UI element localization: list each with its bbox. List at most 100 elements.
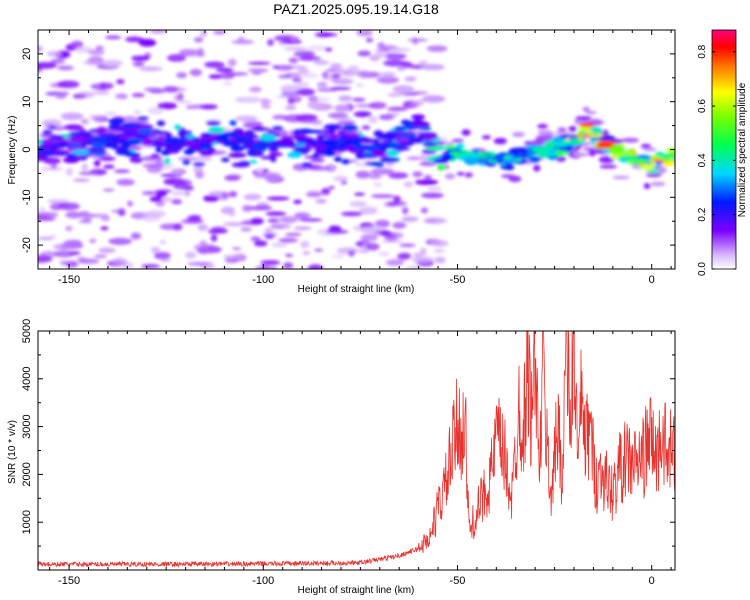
x-tick-label: 0 <box>649 274 655 286</box>
heat-cell <box>382 233 394 237</box>
colorbar-tick-label: 0.2 <box>697 207 708 221</box>
heat-cell <box>283 262 294 269</box>
heat-cell <box>361 125 371 130</box>
y-tick-label: 3000 <box>21 414 33 438</box>
heat-cell <box>584 130 592 134</box>
heat-cell <box>621 137 640 143</box>
heat-cell <box>269 223 291 230</box>
heat-cell <box>433 219 448 223</box>
heat-cell <box>247 61 271 65</box>
heat-cell <box>58 202 80 211</box>
heat-cell <box>295 147 312 152</box>
heat-cell <box>228 140 246 145</box>
heat-cell <box>137 128 155 134</box>
heat-cell <box>413 252 423 258</box>
heat-cell <box>278 74 293 79</box>
heat-cell <box>235 115 258 122</box>
heat-cell <box>643 147 657 152</box>
heat-cell <box>356 83 364 88</box>
heat-cell <box>334 104 351 112</box>
heat-cell <box>396 66 406 71</box>
heat-cell <box>228 191 238 198</box>
heat-cell <box>589 133 596 138</box>
heat-cell <box>54 249 75 258</box>
heat-cell <box>343 140 352 145</box>
heat-cell <box>240 227 252 232</box>
heat-cell <box>369 101 387 110</box>
heat-cell <box>386 142 400 147</box>
heat-cell <box>142 163 165 168</box>
x-tick-label: -50 <box>450 274 466 286</box>
heat-cell <box>256 167 264 174</box>
heat-cell <box>87 213 110 218</box>
heat-cell <box>159 197 173 203</box>
heat-cell <box>213 30 226 35</box>
heat-cell <box>112 138 129 144</box>
heat-cell <box>358 70 371 78</box>
heat-cell <box>141 264 161 269</box>
heat-cell <box>443 145 458 150</box>
heat-cell <box>314 248 324 252</box>
heat-cell <box>156 120 166 127</box>
heat-cell <box>242 205 253 212</box>
heat-cell <box>427 187 442 191</box>
heat-cell <box>330 86 352 91</box>
heat-cell <box>399 243 416 248</box>
heat-cell <box>94 254 107 258</box>
snr-ticks: -150 -100 -50 0 1000 2000 3000 4000 5000 <box>21 319 675 587</box>
heat-cell <box>537 129 552 135</box>
heat-cell <box>165 141 185 146</box>
heat-cell <box>344 132 361 137</box>
heat-cell <box>341 159 350 165</box>
heat-cell <box>198 143 213 149</box>
heat-cell <box>189 68 202 77</box>
heat-cell <box>243 121 263 129</box>
heat-cell <box>216 67 234 73</box>
heat-cell <box>231 162 251 168</box>
heat-cell <box>388 200 407 207</box>
heat-cell <box>371 149 384 157</box>
heat-cell <box>582 107 590 112</box>
heat-cell <box>285 253 294 258</box>
heat-cell <box>149 30 167 34</box>
heat-cell <box>300 241 310 249</box>
heat-cell <box>197 224 209 231</box>
y-tick-label: 4000 <box>21 367 33 391</box>
heat-cell <box>387 157 401 162</box>
heat-cell <box>292 76 302 83</box>
heat-cell <box>139 66 163 72</box>
heat-cell <box>116 178 135 186</box>
heat-cell <box>293 226 312 231</box>
heat-cell <box>180 219 205 224</box>
colorbar-ticks: 0.0 0.2 0.4 0.6 0.8 <box>697 44 736 276</box>
y-tick-label: 5000 <box>21 319 33 343</box>
heat-cell <box>267 38 274 47</box>
heat-cell <box>355 170 371 179</box>
heat-cell <box>50 135 65 140</box>
heat-cell <box>640 143 652 149</box>
heat-cell <box>188 214 202 221</box>
heat-cell <box>315 198 327 204</box>
heat-cell <box>206 120 221 126</box>
heat-cell <box>81 118 90 125</box>
heat-cell <box>314 146 328 150</box>
heat-cell <box>171 199 182 205</box>
heat-cell <box>357 50 372 57</box>
heat-cell <box>555 150 570 155</box>
heat-cell <box>173 183 193 191</box>
heat-cell <box>324 47 333 52</box>
heat-cell <box>150 246 161 254</box>
heat-cell <box>421 63 445 71</box>
heat-cell <box>599 135 616 142</box>
heat-cell <box>83 59 106 66</box>
heat-cell <box>506 157 517 164</box>
heat-cell <box>150 154 160 158</box>
heat-cell <box>60 112 84 121</box>
heat-cell <box>456 152 477 157</box>
heat-cell <box>70 137 87 144</box>
heat-cell <box>411 256 434 264</box>
heat-cell <box>159 240 166 245</box>
heat-cell <box>278 237 299 243</box>
heat-cell <box>42 139 58 145</box>
